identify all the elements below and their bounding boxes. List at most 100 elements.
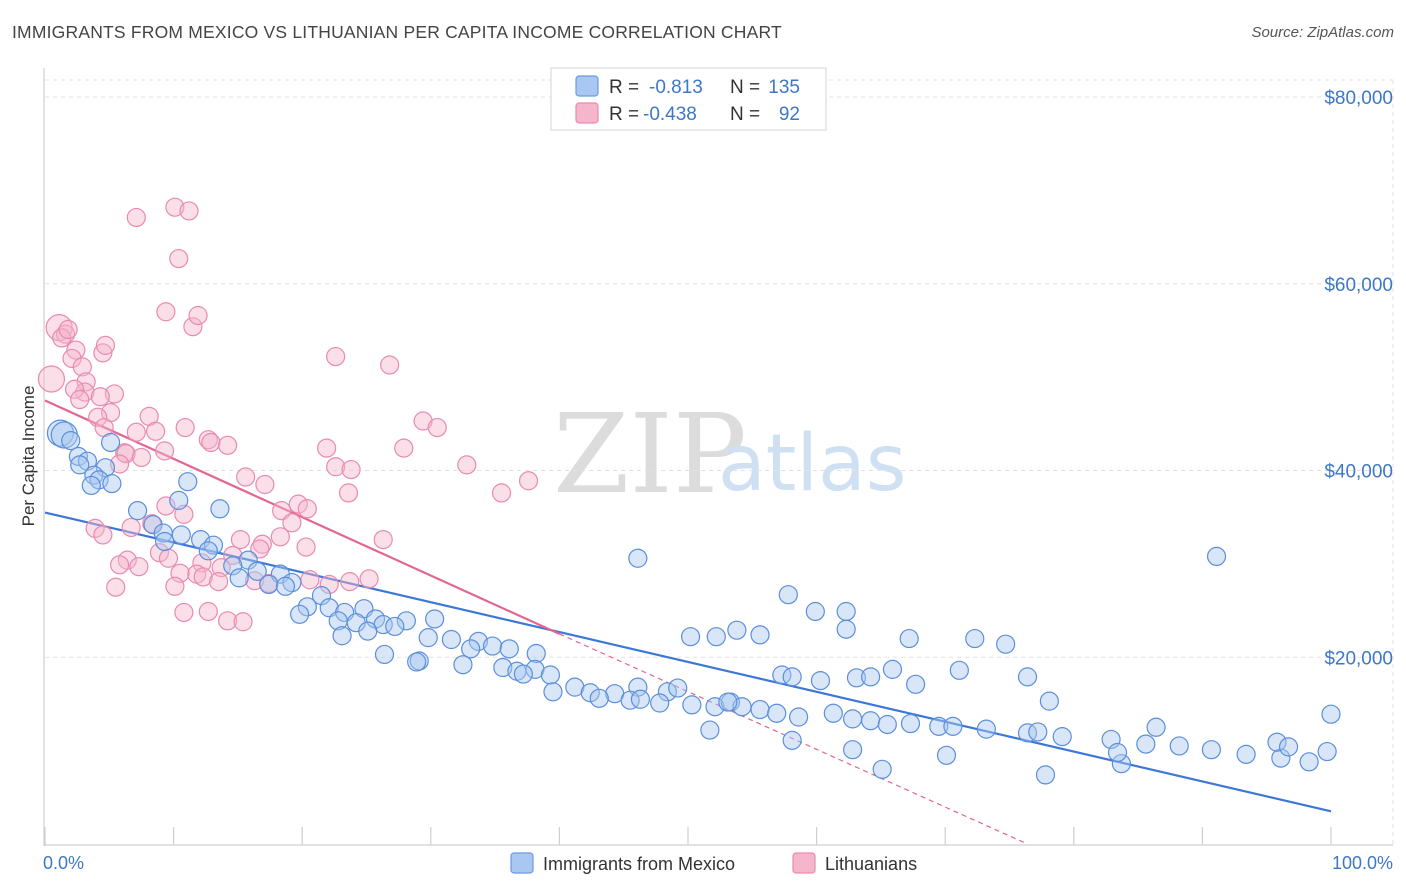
data-point-lithuanians [131, 447, 152, 468]
data-point-mexico [374, 644, 395, 665]
data-point-mexico [425, 609, 445, 629]
data-point-mexico [1136, 734, 1156, 754]
data-point-mexico [949, 660, 969, 680]
data-point-mexico [589, 688, 609, 708]
watermark: ZIP atlas [553, 390, 907, 518]
data-point-lithuanians [149, 543, 170, 563]
data-point-lithuanians [209, 572, 229, 592]
data-point-mexico [996, 634, 1016, 654]
data-point-lithuanians [230, 529, 251, 550]
stats-n-label-lithuanians: N = [730, 104, 760, 125]
data-point-lithuanians [359, 569, 379, 589]
data-point-lithuanians [156, 302, 176, 322]
data-point-lithuanians [64, 379, 85, 399]
data-point-mexico [630, 689, 651, 709]
data-point-mexico [513, 664, 533, 684]
data-point-lithuanians [218, 435, 238, 455]
data-point-lithuanians [37, 365, 66, 393]
data-point-mexico [358, 621, 378, 641]
data-point-lithuanians [233, 612, 253, 632]
stats-swatch-lithuanians [575, 102, 599, 124]
stats-n-value-mexico: 135 [768, 77, 800, 98]
data-point-mexico [750, 625, 770, 645]
data-point-mexico [580, 683, 600, 703]
data-point-mexico [965, 628, 985, 649]
data-point-mexico [1028, 722, 1048, 742]
watermark-zip: ZIP [553, 390, 747, 518]
stats-box: R = -0.813 N = 135 R = -0.438 N = 92 [550, 67, 827, 131]
data-point-mexico [823, 703, 843, 723]
series-lithuanians-points [37, 197, 539, 632]
data-point-lithuanians [109, 555, 130, 575]
data-point-mexico [877, 714, 897, 735]
data-point-lithuanians [76, 372, 96, 392]
data-point-mexico [900, 713, 921, 734]
data-point-lithuanians [317, 438, 337, 458]
data-point-lithuanians [90, 387, 110, 407]
data-point-lithuanians [93, 343, 113, 363]
data-point-mexico [767, 703, 787, 723]
data-point-lithuanians [427, 417, 447, 438]
data-point-mexico [275, 576, 296, 596]
data-point-mexico [750, 699, 770, 720]
data-point-mexico [223, 556, 243, 576]
data-point-mexico [836, 619, 856, 639]
data-point-mexico [332, 626, 352, 646]
data-point-mexico [1317, 741, 1337, 762]
data-point-mexico [782, 667, 802, 687]
data-point-mexico [1052, 727, 1072, 747]
data-point-lithuanians [296, 537, 316, 557]
data-point-mexico [882, 659, 903, 679]
data-point-lithuanians [198, 601, 218, 622]
data-point-mexico [178, 472, 198, 492]
data-point-lithuanians [394, 438, 414, 458]
data-point-lithuanians [340, 572, 360, 592]
data-point-lithuanians [70, 389, 90, 410]
data-point-mexico [1035, 765, 1056, 785]
data-point-mexico [1206, 546, 1227, 567]
stats-r-label-mexico: R = [609, 77, 639, 98]
data-point-mexico [843, 740, 863, 760]
legend-label-lithuanians: Lithuanians [825, 854, 917, 874]
data-point-mexico [872, 759, 892, 779]
data-point-mexico [100, 432, 121, 453]
data-point-lithuanians [319, 574, 339, 595]
data-point-lithuanians [85, 518, 105, 538]
data-point-mexico [396, 611, 416, 631]
data-point-mexico [319, 598, 339, 618]
data-point-mexico [727, 620, 747, 640]
data-point-mexico [705, 697, 725, 717]
data-point-lithuanians [126, 207, 146, 228]
series-mexico-points [46, 419, 1341, 785]
data-point-mexico [418, 628, 438, 648]
source-credit: Source: ZipAtlas.com [1251, 24, 1394, 41]
data-point-lithuanians [129, 557, 149, 577]
data-point-lithuanians [270, 527, 290, 547]
stats-r-value-mexico: -0.813 [649, 77, 703, 98]
chart-title: IMMIGRANTS FROM MEXICO VS LITHUANIAN PER… [12, 22, 782, 42]
data-point-lithuanians [95, 335, 116, 355]
data-point-lithuanians [300, 570, 320, 590]
data-point-mexico [526, 643, 546, 664]
data-point-mexico [1039, 691, 1059, 711]
data-point-lithuanians [121, 517, 141, 538]
data-point-lithuanians [116, 444, 136, 464]
data-point-lithuanians [326, 346, 346, 367]
data-point-mexico [453, 655, 473, 675]
data-point-lithuanians [165, 197, 185, 217]
data-point-mexico [127, 501, 148, 521]
data-point-mexico [1271, 748, 1291, 768]
data-point-mexico [1107, 742, 1128, 763]
data-point-mexico [441, 629, 461, 650]
data-point-mexico [976, 719, 996, 739]
data-point-mexico [81, 475, 101, 496]
stats-n-value-lithuanians: 92 [779, 104, 800, 125]
data-point-lithuanians [174, 602, 194, 623]
data-point-mexico [290, 604, 310, 624]
data-point-mexico [782, 730, 802, 750]
data-point-lithuanians [288, 494, 308, 514]
data-point-mexico [259, 574, 279, 595]
data-point-lithuanians [341, 459, 361, 480]
data-point-lithuanians [380, 355, 400, 375]
data-point-lithuanians [58, 319, 78, 340]
